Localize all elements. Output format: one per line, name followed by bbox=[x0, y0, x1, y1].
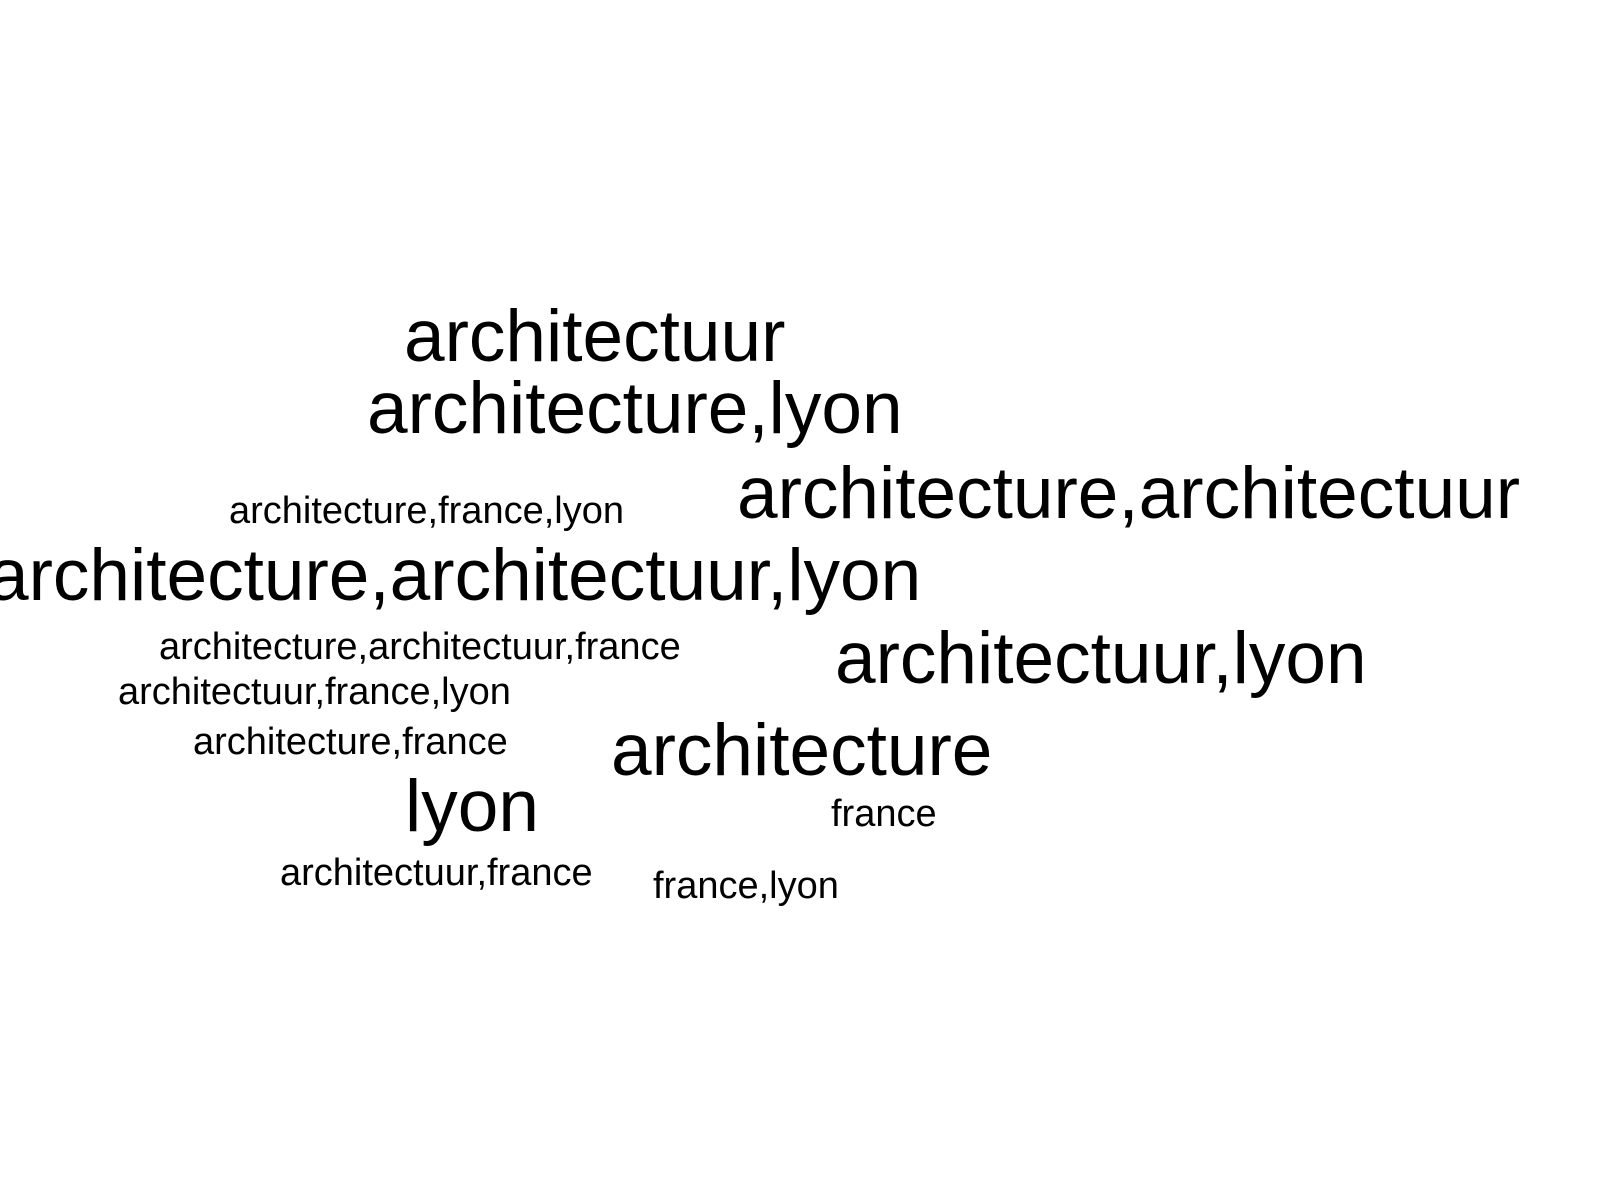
word-architectuur-lyon: architectuur,lyon bbox=[835, 618, 1367, 699]
word-architecture-lyon: architecture,lyon bbox=[367, 368, 903, 449]
word-architecture-architectuur: architecture,architectuur bbox=[737, 453, 1521, 534]
word-architecture-architectuur-lyon: architecture,architectuur,lyon bbox=[0, 535, 922, 616]
word-france: france bbox=[831, 793, 937, 835]
word-architectuur: architectuur bbox=[404, 296, 786, 377]
word-architecture-france: architecture,france bbox=[193, 721, 508, 763]
word-architecture-architectuur-france: architecture,architectuur,france bbox=[159, 626, 681, 668]
word-architecture-france-lyon: architecture,france,lyon bbox=[229, 490, 624, 532]
word-architectuur-france-lyon: architectuur,france,lyon bbox=[118, 671, 511, 713]
word-architecture: architecture bbox=[611, 710, 993, 791]
word-france-lyon: france,lyon bbox=[653, 865, 839, 907]
word-lyon: lyon bbox=[405, 766, 539, 847]
word-architectuur-france: architectuur,france bbox=[280, 852, 593, 894]
